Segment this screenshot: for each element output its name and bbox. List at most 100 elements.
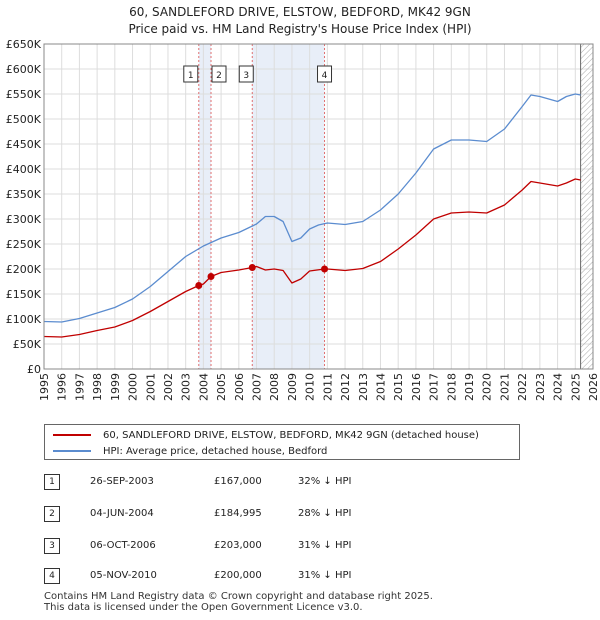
x-tick-label: 2026 <box>587 373 600 401</box>
sale-point <box>248 264 256 271</box>
shaded-ranges <box>198 44 325 369</box>
x-tick-label: 2004 <box>197 373 210 401</box>
sale-marker-box <box>183 65 199 83</box>
chart-title-block: 60, SANDLEFORD DRIVE, ELSTOW, BEDFORD, M… <box>0 4 600 38</box>
hatch-rect <box>580 44 593 369</box>
x-tick-label: 1995 <box>38 373 51 401</box>
y-tick-label: £600K <box>6 63 42 76</box>
x-tick-label: 2025 <box>569 373 582 401</box>
sale-marker-label: 2 <box>216 71 222 81</box>
footer: Contains HM Land Registry data © Crown c… <box>44 591 433 613</box>
sale-row: 2 04-JUN-2004 £184,995 28% ↓ HPI <box>44 506 584 524</box>
sale-points <box>195 264 329 289</box>
x-axis: 1995 1996 1997 1998 1999 2000 2001 2002 2003 2004… <box>38 373 600 401</box>
sale-point <box>195 282 203 289</box>
sale-marker-box <box>211 65 227 83</box>
sale-hpi-diff: 32% ↓ HPI <box>298 476 352 487</box>
sale-number-badge: 2 <box>44 506 60 522</box>
x-tick-label: 2001 <box>144 373 157 401</box>
sale-hpi-diff: 28% ↓ HPI <box>298 508 352 519</box>
sale-date: 26-SEP-2003 <box>90 476 154 487</box>
sale-marker-box <box>238 65 254 83</box>
footer-copyright: Contains HM Land Registry data © Crown c… <box>44 591 433 602</box>
price-chart: 1 2 3 4 £0 £50K £100K £150K £200K £250K £300K £350… <box>6 38 600 401</box>
footer-license: This data is licensed under the Open Gov… <box>44 602 363 613</box>
legend-hpi-swatch <box>53 450 91 452</box>
y-tick-label: £200K <box>6 263 42 276</box>
y-tick-label: £450K <box>6 138 42 151</box>
x-tick-label: 2005 <box>215 373 228 401</box>
y-tick-label: £400K <box>6 163 42 176</box>
hpi-line <box>43 93 581 323</box>
x-tick-label: 2003 <box>180 373 193 401</box>
sale-point <box>207 273 215 281</box>
x-tick-label: 2013 <box>357 373 370 401</box>
sale-marker-labels: 1 2 3 4 <box>183 65 333 83</box>
x-tick-label: 2018 <box>445 373 458 401</box>
grid-lines <box>43 43 594 370</box>
y-tick-label: £300K <box>6 213 42 226</box>
sale-row: 1 26-SEP-2003 £167,000 32% ↓ HPI <box>44 474 584 492</box>
sale-date: 06-OCT-2006 <box>90 540 156 551</box>
y-tick-label: £50K <box>13 338 42 351</box>
legend-item-hpi: HPI: Average price, detached house, Bedf… <box>53 443 327 459</box>
sale-hpi-diff: 31% ↓ HPI <box>298 540 352 551</box>
x-tick-label: 2006 <box>233 373 246 401</box>
x-tick-label: 2011 <box>321 373 334 401</box>
y-tick-label: £250K <box>6 238 42 251</box>
x-tick-label: 2021 <box>498 373 511 401</box>
y-axis: £0 £50K £100K £150K £200K £250K £300K £350K £400… <box>6 38 42 376</box>
sale-number-badge: 4 <box>44 568 60 584</box>
y-tick-label: £0 <box>27 363 41 376</box>
x-tick-label: 2012 <box>339 373 352 401</box>
y-tick-label: £150K <box>6 288 42 301</box>
future-hatch-region <box>580 44 593 369</box>
sale-marker-box <box>317 65 333 83</box>
y-tick-label: £650K <box>6 38 42 51</box>
x-tick-label: 2014 <box>374 373 387 401</box>
y-tick-label: £350K <box>6 188 42 201</box>
x-tick-label: 2019 <box>463 373 476 401</box>
legend: 60, SANDLEFORD DRIVE, ELSTOW, BEDFORD, M… <box>44 424 520 460</box>
shaded-range <box>198 44 212 369</box>
x-tick-label: 2020 <box>481 373 494 401</box>
sale-row: 4 05-NOV-2010 £200,000 31% ↓ HPI <box>44 568 584 586</box>
plot-border <box>43 43 594 370</box>
y-tick-label: £100K <box>6 313 42 326</box>
sale-hpi-diff: 31% ↓ HPI <box>298 570 352 581</box>
x-tick-label: 2000 <box>127 373 140 401</box>
y-tick-label: £500K <box>6 113 42 126</box>
chart-title: 60, SANDLEFORD DRIVE, ELSTOW, BEDFORD, M… <box>129 5 471 19</box>
sale-row: 3 06-OCT-2006 £203,000 31% ↓ HPI <box>44 538 584 556</box>
sale-marker-label: 3 <box>243 71 249 81</box>
sale-price: £200,000 <box>214 570 262 581</box>
x-tick-label: 2009 <box>286 373 299 401</box>
x-tick-label: 2010 <box>304 373 317 401</box>
sale-date: 04-JUN-2004 <box>90 508 154 519</box>
legend-item-price: 60, SANDLEFORD DRIVE, ELSTOW, BEDFORD, M… <box>53 427 479 443</box>
x-tick-label: 1997 <box>73 373 86 401</box>
legend-price-label: 60, SANDLEFORD DRIVE, ELSTOW, BEDFORD, M… <box>103 429 479 441</box>
x-tick-label: 2015 <box>392 373 405 401</box>
x-tick-label: 2022 <box>516 373 529 401</box>
price-paid-line <box>43 178 581 338</box>
legend-price-swatch <box>53 434 91 436</box>
sale-number-badge: 3 <box>44 538 60 554</box>
sale-price: £167,000 <box>214 476 262 487</box>
legend-hpi-label: HPI: Average price, detached house, Bedf… <box>103 445 328 457</box>
x-tick-label: 1996 <box>56 373 69 401</box>
sale-number-badge: 1 <box>44 474 60 490</box>
chart-subtitle: Price paid vs. HM Land Registry's House … <box>128 22 472 36</box>
x-tick-label: 2002 <box>162 373 175 401</box>
x-tick-label: 1999 <box>109 373 122 401</box>
sale-price: £203,000 <box>214 540 262 551</box>
x-tick-label: 2017 <box>428 373 441 401</box>
sale-price: £184,995 <box>214 508 262 519</box>
x-tick-label: 2016 <box>410 373 423 401</box>
x-tick-label: 2024 <box>552 373 565 401</box>
shaded-range <box>252 44 325 369</box>
x-tick-label: 1998 <box>91 373 104 401</box>
x-tick-label: 2007 <box>251 373 264 401</box>
sale-marker-label: 1 <box>188 71 194 81</box>
series-lines <box>43 93 581 338</box>
